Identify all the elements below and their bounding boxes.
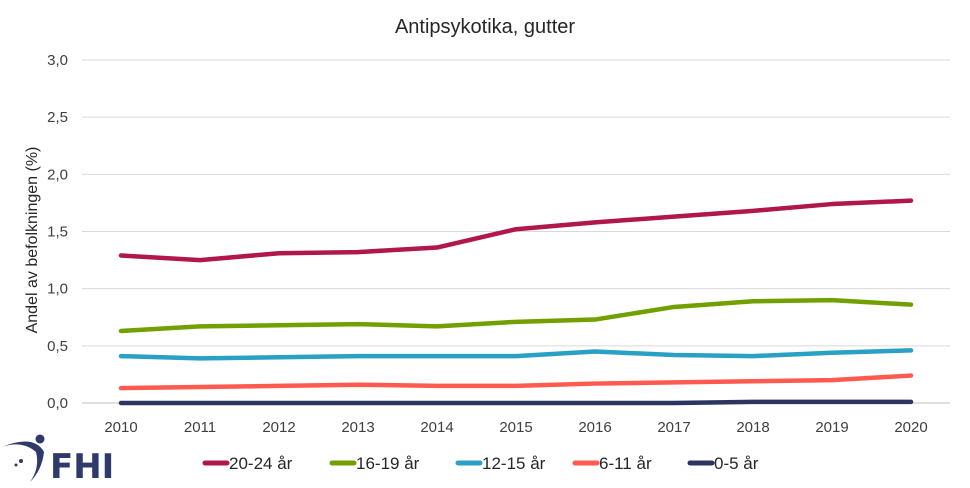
legend-item: 6-11 år — [572, 454, 652, 473]
fhi-logo: FHI — [2, 434, 114, 487]
legend-label: 16-19 år — [356, 454, 420, 473]
fhi-logo-swoosh — [2, 441, 44, 482]
chart-title: Antipsykotika, gutter — [395, 16, 575, 38]
legend-label: 6-11 år — [599, 454, 652, 473]
fhi-logo-dot-tiny — [14, 463, 18, 467]
series-line-6-11-år — [118, 373, 914, 391]
x-tick-label: 2013 — [341, 419, 374, 436]
x-tick-label: 2018 — [736, 419, 769, 436]
fhi-logo-dot — [35, 434, 45, 444]
series-line-20-24-år — [118, 198, 914, 263]
legend-label: 0-5 år — [714, 454, 759, 473]
fhi-logo-dot-small — [19, 459, 23, 463]
y-tick-label: 3,0 — [47, 52, 68, 69]
legend-label: 20-24 år — [229, 454, 293, 473]
y-tick-label: 0,5 — [47, 338, 68, 355]
x-tick-label: 2015 — [499, 419, 532, 436]
x-tick-label: 2010 — [104, 419, 137, 436]
y-tick-label: 1,0 — [47, 281, 68, 298]
x-tick-label: 2016 — [578, 419, 611, 436]
legend-item: 0-5 år — [687, 454, 759, 473]
x-tick-label: 2012 — [262, 419, 295, 436]
y-tick-label: 1,5 — [47, 224, 68, 241]
series-line-0-5-år — [118, 399, 914, 406]
x-tick-label: 2019 — [815, 419, 848, 436]
legend-item: 20-24 år — [202, 454, 293, 473]
series-line-12-15-år — [118, 348, 914, 361]
x-tick-label: 2011 — [184, 419, 216, 436]
x-tick-label: 2017 — [657, 419, 690, 436]
x-tick-label: 2020 — [894, 419, 927, 436]
legend-item: 12-15 år — [455, 454, 546, 473]
y-tick-label: 0,0 — [47, 395, 68, 412]
y-tick-label: 2,0 — [47, 166, 68, 183]
legend-item: 16-19 år — [329, 454, 420, 473]
y-axis-label: Andel av befolkningen (%) — [24, 147, 41, 334]
y-tick-label: 2,5 — [47, 109, 68, 126]
series-line-16-19-år — [118, 297, 914, 334]
x-tick-label: 2014 — [420, 419, 453, 436]
fhi-logo-text: FHI — [50, 447, 114, 487]
legend-label: 12-15 år — [482, 454, 546, 473]
